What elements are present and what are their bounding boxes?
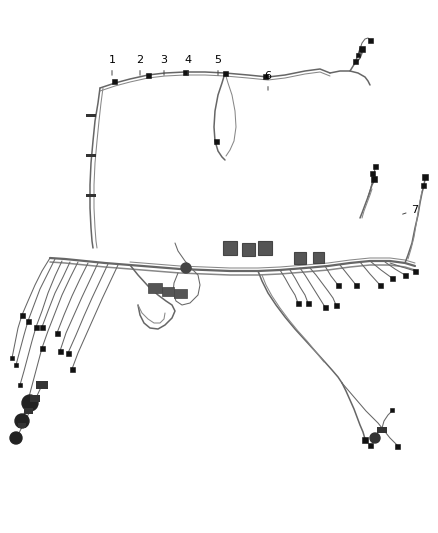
Bar — [390, 408, 394, 412]
Bar — [389, 276, 395, 280]
Bar — [305, 301, 311, 305]
Bar — [39, 325, 45, 329]
Bar — [353, 59, 357, 63]
Text: 5: 5 — [215, 55, 222, 75]
Text: 3: 3 — [160, 55, 167, 75]
Bar — [18, 383, 22, 387]
Bar — [54, 330, 60, 335]
Bar — [322, 304, 328, 310]
Bar — [14, 363, 18, 367]
Text: 4: 4 — [184, 55, 191, 75]
Bar — [420, 182, 425, 188]
Text: 7: 7 — [403, 205, 419, 215]
Bar — [18, 423, 26, 427]
FancyBboxPatch shape — [148, 283, 162, 293]
Bar — [395, 443, 399, 448]
Bar — [86, 193, 96, 197]
Bar — [25, 319, 31, 324]
Bar — [112, 78, 117, 84]
Circle shape — [370, 433, 380, 443]
Text: 6: 6 — [265, 71, 272, 90]
Bar — [241, 243, 254, 255]
Bar — [39, 345, 45, 351]
Bar — [57, 349, 63, 353]
Bar — [86, 154, 96, 157]
Circle shape — [10, 432, 22, 444]
Circle shape — [15, 414, 29, 428]
Bar — [223, 241, 237, 255]
Bar — [262, 74, 268, 78]
Bar — [296, 301, 300, 305]
Bar — [223, 70, 227, 76]
Bar — [145, 72, 151, 77]
Bar — [258, 241, 272, 255]
Bar — [312, 252, 324, 262]
Bar — [362, 437, 368, 443]
Bar — [333, 303, 339, 308]
Bar — [367, 37, 372, 43]
Bar — [413, 269, 417, 273]
Bar — [30, 394, 40, 401]
Bar — [24, 408, 32, 414]
Bar — [372, 164, 378, 168]
Bar — [10, 356, 14, 360]
Bar — [367, 442, 372, 448]
Bar — [359, 46, 365, 52]
Bar — [353, 282, 358, 287]
Bar — [370, 171, 374, 175]
Bar — [183, 69, 187, 75]
Bar — [66, 351, 71, 356]
Bar — [20, 419, 24, 423]
Bar — [294, 252, 306, 264]
Bar — [378, 282, 382, 287]
Bar — [403, 272, 407, 278]
Circle shape — [181, 263, 191, 273]
Bar — [20, 312, 25, 318]
Circle shape — [22, 395, 38, 411]
FancyBboxPatch shape — [173, 288, 187, 297]
Bar — [70, 367, 74, 372]
FancyBboxPatch shape — [162, 287, 174, 295]
Bar — [36, 381, 48, 389]
Bar — [371, 176, 377, 182]
Bar — [33, 325, 39, 329]
Bar — [336, 282, 340, 287]
Bar — [86, 114, 96, 117]
Text: 2: 2 — [137, 55, 144, 75]
Bar — [356, 53, 360, 57]
Bar — [377, 427, 387, 433]
Text: 1: 1 — [109, 55, 116, 75]
Bar — [213, 139, 219, 143]
Bar — [422, 174, 428, 180]
